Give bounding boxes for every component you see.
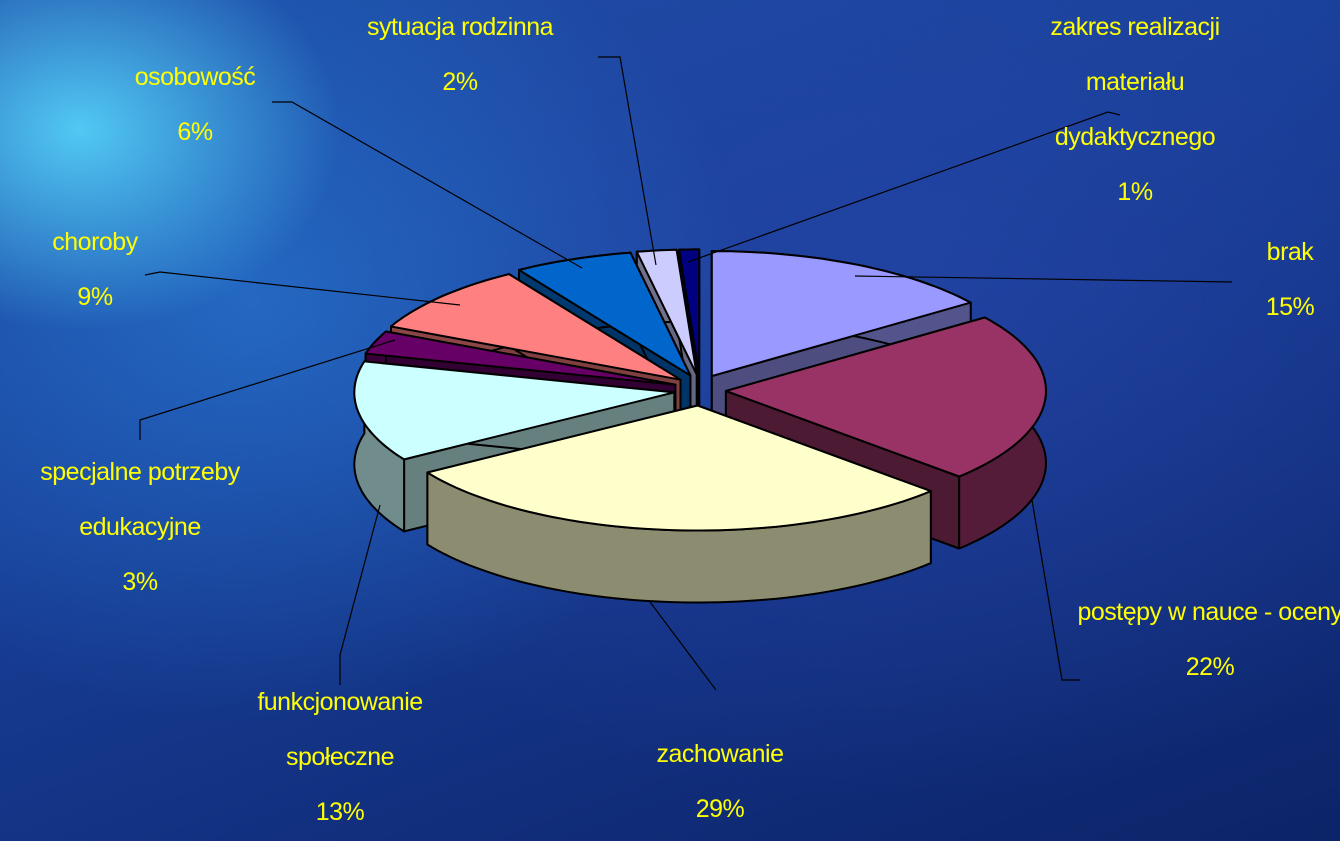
slice-label: osobowość 6% [95, 50, 295, 160]
category-name: postępy w nauce - oceny [1077, 598, 1340, 626]
value-label: 2% [442, 68, 478, 96]
slice [710, 250, 972, 378]
slice [353, 360, 676, 461]
slice-label: postępy w nauce - oceny 22% [1070, 585, 1340, 695]
leader-line [1031, 499, 1080, 681]
leader-line [598, 56, 657, 266]
category-name: specjalne potrzeby edukacyjne [40, 458, 240, 541]
value-label: 6% [177, 118, 213, 146]
category-name: brak [1266, 238, 1314, 266]
value-label: 9% [77, 283, 113, 311]
slice-label: zachowanie 29% [590, 727, 850, 837]
leader-line [854, 275, 1233, 283]
leader-line [272, 101, 583, 269]
category-name: zakres realizacji materiału dydaktyczneg… [1050, 13, 1220, 151]
slice-label: sytuacja rodzinna 2% [310, 0, 610, 110]
leader-line [144, 271, 461, 306]
slice [678, 248, 701, 376]
value-label: 1% [1117, 178, 1153, 206]
slice [390, 273, 682, 381]
slice [724, 316, 1047, 478]
slice [635, 248, 698, 376]
value-label: 3% [122, 568, 158, 596]
leader-line [339, 504, 381, 685]
leader-line [139, 339, 396, 440]
leader-line [649, 601, 717, 691]
slice-label: funkcjonowanie społeczne 13% [220, 675, 460, 840]
category-name: osobowość [134, 63, 256, 91]
category-name: zachowanie [656, 740, 784, 768]
slice-label: choroby 9% [0, 215, 190, 325]
slice [518, 251, 692, 377]
slice [426, 404, 932, 532]
slice [364, 330, 677, 386]
category-name: sytuacja rodzinna [366, 13, 554, 41]
slice-label: brak 15% [1235, 225, 1340, 335]
value-label: 22% [1185, 653, 1235, 681]
value-label: 15% [1265, 293, 1315, 321]
value-label: 29% [695, 795, 745, 823]
leader-line [687, 111, 1121, 263]
category-name: funkcjonowanie społeczne [257, 688, 423, 771]
value-label: 13% [315, 798, 365, 826]
category-name: choroby [52, 228, 138, 256]
slice-label: specjalne potrzeby edukacyjne 3% [5, 445, 275, 610]
slice-label: zakres realizacji materiału dydaktyczneg… [1020, 0, 1250, 220]
